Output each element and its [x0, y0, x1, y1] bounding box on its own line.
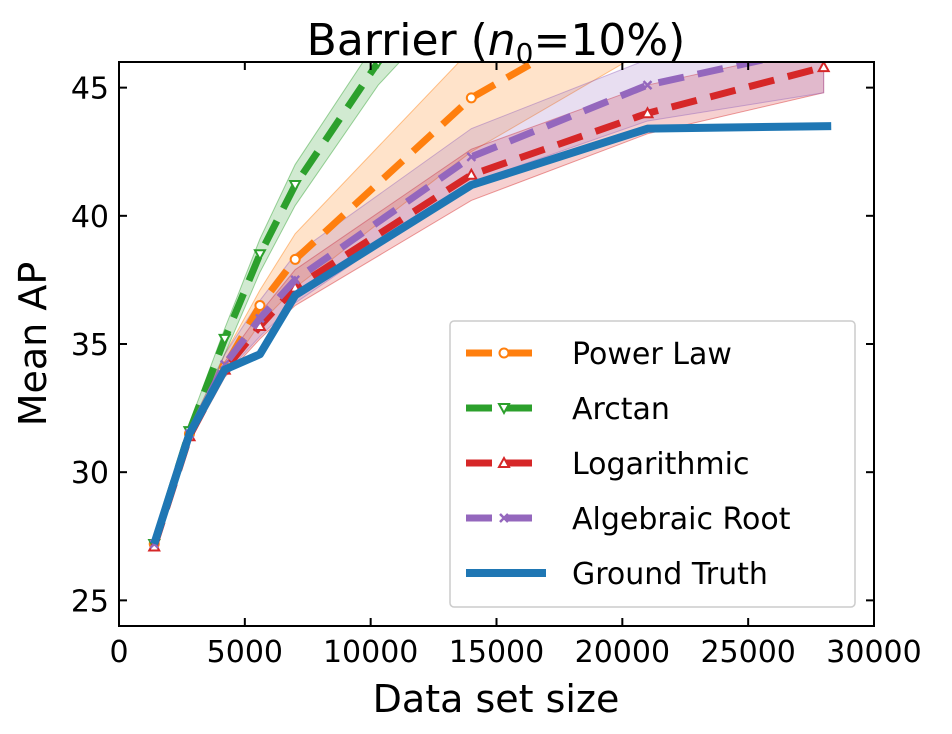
legend-marker — [497, 403, 511, 416]
point-algebraic-root — [642, 80, 653, 90]
legend-item-ground-truth: Ground Truth — [466, 557, 768, 592]
series-lines — [147, 0, 832, 552]
x-tick-label: 30000 — [826, 635, 921, 670]
legend-label: Algebraic Root — [572, 502, 791, 537]
legend-label: Logarithmic — [572, 447, 749, 482]
x-tick-label: 10000 — [323, 635, 418, 670]
x-tick-label: 5000 — [207, 635, 283, 670]
point-power-law — [289, 253, 301, 265]
chart-title: Barrier (n0=10%) — [307, 15, 686, 70]
y-tick-label: 35 — [71, 328, 109, 363]
legend-item-logarithmic: Logarithmic — [466, 447, 749, 482]
legend: Power Law Arctan Logarithmic Algebraic Root… — [449, 320, 856, 608]
legend-item-algebraic-root: Algebraic Root — [466, 502, 791, 537]
x-tick-label: 15000 — [449, 635, 544, 670]
legend-label: Arctan — [572, 392, 670, 427]
point-power-law — [254, 300, 266, 312]
point-power-law — [643, 0, 652, 2]
legend-label: Ground Truth — [572, 557, 768, 592]
legend-item-arctan: Arctan — [466, 392, 670, 427]
legend-box — [449, 320, 856, 608]
y-tick-label: 30 — [71, 456, 109, 491]
point-power-law — [465, 92, 477, 104]
line-ground-truth — [150, 122, 832, 546]
point-algebraic-root — [820, 43, 828, 51]
y-tick-label: 45 — [71, 72, 109, 107]
legend-label: Power Law — [572, 337, 732, 372]
legend-marker — [498, 347, 510, 359]
point-algebraic-root — [290, 275, 301, 285]
legend-marker — [499, 513, 509, 523]
point-arctan — [218, 333, 232, 346]
y-tick-label: 25 — [71, 584, 109, 619]
x-axis-label: Data set size — [373, 677, 620, 721]
legend-item-power-law: Power Law — [466, 337, 732, 372]
point-logarithmic — [816, 62, 831, 73]
x-tick-label: 0 — [109, 635, 128, 670]
y-axis-label: Mean AP — [11, 262, 55, 427]
point-logarithmic — [640, 106, 655, 119]
y-tick-label: 40 — [71, 200, 109, 235]
point-algebraic-root — [255, 313, 265, 324]
point-arctan — [288, 180, 302, 193]
axis-ticks: 0 5000 10000 15000 20000 25000 30000 25 30 35 40 45 — [71, 62, 922, 670]
point-algebraic-root — [466, 151, 477, 162]
x-tick-label: 20000 — [575, 635, 670, 670]
x-tick-label: 25000 — [700, 635, 795, 670]
point-logarithmic — [464, 167, 479, 180]
legend-marker — [497, 455, 511, 468]
point-arctan — [253, 249, 267, 262]
